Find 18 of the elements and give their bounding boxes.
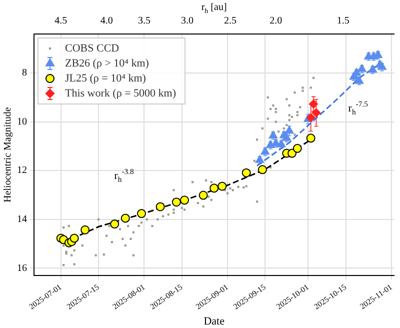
y-tick-label: 14 bbox=[17, 214, 27, 226]
y-axis-title: Heliocentric Magnitude bbox=[2, 106, 14, 202]
x2-tick-label: 2.5 bbox=[224, 16, 236, 27]
x-axis-title: Date bbox=[204, 315, 225, 328]
y-tick-label: 10 bbox=[17, 116, 27, 128]
x2-tick-label: 3.0 bbox=[180, 16, 194, 27]
x2-tick-label: 3.5 bbox=[138, 16, 150, 27]
x2-tick-label: 4.0 bbox=[100, 16, 113, 27]
legend-label: ZB26 (ρ > 10⁴ km) bbox=[65, 57, 150, 70]
y-tick-label: 8 bbox=[22, 68, 27, 79]
legend-label: JL25 (ρ = 10⁴ km) bbox=[65, 72, 146, 84]
y-tick-label: 16 bbox=[17, 262, 27, 274]
y-tick-label: 12 bbox=[17, 165, 27, 176]
x2-tick-label: 4.5 bbox=[54, 16, 68, 27]
x2-tick-label: 2.0 bbox=[270, 16, 282, 27]
x2-tick-label: 1.5 bbox=[336, 16, 350, 27]
legend-label: This work (ρ = 5000 km) bbox=[65, 87, 176, 100]
legend-label: COBS CCD bbox=[65, 42, 120, 54]
